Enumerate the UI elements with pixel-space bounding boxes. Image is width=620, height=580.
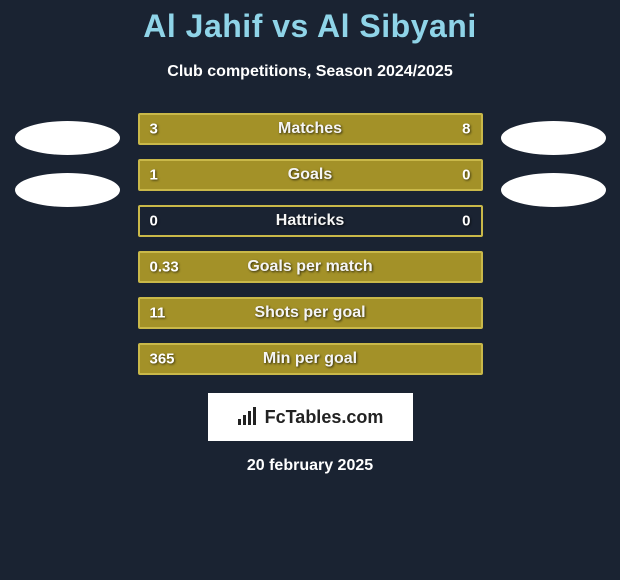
stat-left-value: 365: [150, 351, 175, 368]
stat-bar: 0.33 Goals per match: [138, 251, 483, 283]
subtitle: Club competitions, Season 2024/2025: [0, 63, 620, 81]
stat-bar-right-fill: [232, 115, 481, 143]
stat-right-value: 0: [462, 213, 470, 230]
page-title: Al Jahif vs Al Sibyani: [0, 8, 620, 45]
stat-bar: 11 Shots per goal: [138, 297, 483, 329]
stat-bar: 365 Min per goal: [138, 343, 483, 375]
stat-right-value: 0: [462, 167, 470, 184]
stat-label: Hattricks: [276, 212, 344, 230]
comparison-infographic: Al Jahif vs Al Sibyani Club competitions…: [0, 0, 620, 475]
chart-icon: [237, 407, 259, 427]
stat-label: Matches: [278, 120, 342, 138]
stat-left-value: 0: [150, 213, 158, 230]
stat-left-value: 3: [150, 121, 158, 138]
stat-bar: 0 0 Hattricks: [138, 205, 483, 237]
left-logo-column: [15, 113, 120, 207]
stat-right-value: 8: [462, 121, 470, 138]
team-left-logo: [15, 121, 120, 155]
right-logo-column: [501, 113, 606, 207]
branding-badge: FcTables.com: [208, 393, 413, 441]
team-left-logo-alt: [15, 173, 120, 207]
stat-bar-left-fill: [140, 161, 406, 189]
stats-area: 3 8 Matches 1 0 Goals 0 0 Hattricks 0.33 Goals per…: [0, 113, 620, 375]
stat-left-value: 0.33: [150, 259, 179, 276]
stat-label: Shots per goal: [254, 304, 365, 322]
footer-date: 20 february 2025: [0, 457, 620, 475]
team-right-logo: [501, 121, 606, 155]
branding-text: FcTables.com: [265, 407, 384, 428]
stat-bars: 3 8 Matches 1 0 Goals 0 0 Hattricks 0.33 Goals per…: [138, 113, 483, 375]
stat-bar: 1 0 Goals: [138, 159, 483, 191]
stat-bar: 3 8 Matches: [138, 113, 483, 145]
stat-left-value: 11: [150, 305, 166, 322]
stat-label: Min per goal: [263, 350, 357, 368]
stat-left-value: 1: [150, 167, 158, 184]
stat-label: Goals: [288, 166, 332, 184]
team-right-logo-alt: [501, 173, 606, 207]
stat-label: Goals per match: [247, 258, 372, 276]
